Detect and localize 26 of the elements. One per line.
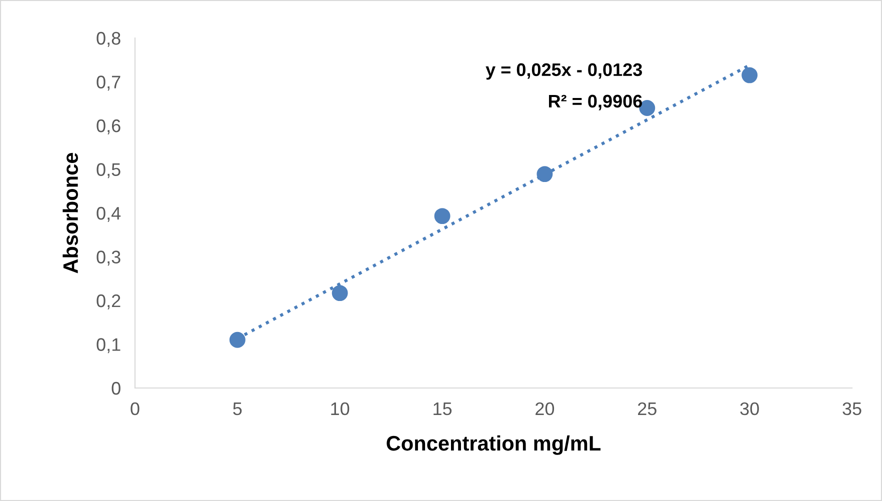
point	[332, 285, 348, 302]
x-axis-title: Concentration mg/mL	[386, 435, 601, 455]
x-tick-label: 35	[842, 402, 862, 416]
y-tick-label: 0,7	[96, 76, 120, 91]
x-tick-label: 30	[740, 402, 759, 416]
x-tick-label: 5	[233, 402, 242, 416]
y-tick-label: 0	[112, 382, 120, 395]
point	[434, 208, 450, 224]
y-tick-label: 0,6	[96, 119, 120, 134]
y-tick-label: 0,5	[96, 163, 120, 178]
point	[536, 166, 553, 182]
x-tick-label: 15	[434, 402, 452, 416]
y-tick-label: 0,1	[96, 338, 120, 354]
y-tick-label: 0,8	[96, 32, 120, 47]
point	[229, 332, 246, 348]
y-tick-label: 0,2	[96, 294, 120, 310]
x-tick-label: 10	[331, 402, 350, 416]
x-tick-label: 0	[130, 402, 140, 416]
x-tick-label: 20	[536, 402, 554, 416]
y-tick-label: 0,3	[96, 250, 120, 266]
y-axis-title: Absorbonce	[62, 152, 78, 274]
point	[742, 67, 758, 84]
annotation: R² = 0,9906	[548, 94, 642, 110]
y-tick-label: 0,4	[96, 206, 121, 222]
x-tick-label: 25	[638, 402, 656, 416]
annotation: y = 0,025x - 0,0123	[486, 63, 642, 80]
